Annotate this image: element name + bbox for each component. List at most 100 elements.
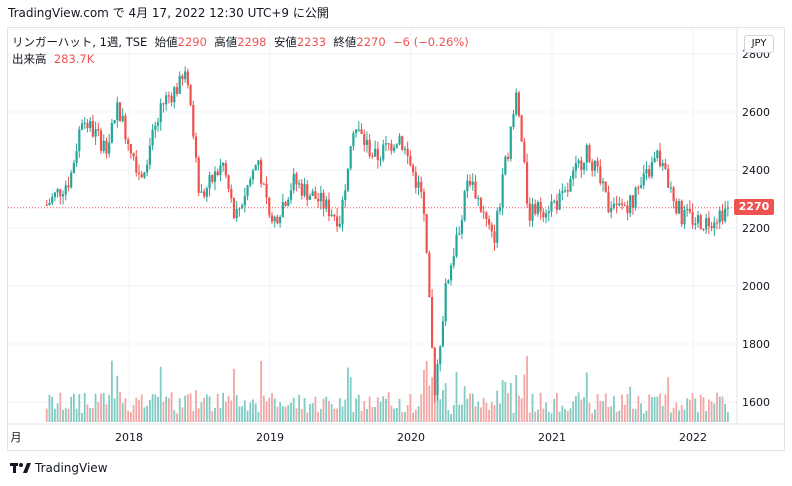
volume-bar [165, 396, 168, 422]
candle-body [452, 256, 455, 266]
volume-bar [325, 396, 328, 422]
candle-body [208, 174, 211, 189]
volume-bar [113, 398, 116, 422]
volume-bar [51, 396, 54, 422]
candle-body [75, 151, 78, 163]
volume-bar [699, 394, 702, 422]
candle-body [330, 214, 333, 217]
grid-lines [8, 28, 737, 424]
volume-bar [545, 402, 547, 422]
volume-bar [322, 398, 325, 422]
volume-bar [75, 408, 78, 422]
candle-body [580, 160, 583, 170]
time-tick-label: 2019 [256, 431, 284, 444]
candle-body [189, 84, 192, 106]
candle-body [132, 153, 135, 157]
volume-bar [556, 393, 558, 422]
candle-body [257, 160, 260, 166]
volume-bar [691, 393, 694, 422]
candle-body [599, 166, 602, 184]
candle-body [368, 139, 371, 156]
volume-bar [311, 403, 314, 422]
candle-body [447, 280, 450, 284]
candle-body [317, 198, 320, 202]
candle-body [705, 218, 708, 230]
footer-brand[interactable]: TradingView [10, 459, 108, 477]
candle-body [338, 223, 341, 227]
candle-body [458, 233, 461, 235]
candle-body [384, 143, 388, 145]
currency-button[interactable]: JPY [744, 35, 774, 53]
volume-bar [537, 409, 539, 422]
candle-body [631, 195, 634, 208]
candle-body [639, 185, 643, 188]
volume-bar [569, 408, 572, 422]
volume-bar [485, 402, 488, 422]
volume-bar [53, 408, 56, 422]
volume-bar [607, 406, 610, 422]
candle-body [165, 95, 168, 105]
candle-body [295, 173, 298, 185]
candle-body [91, 121, 94, 137]
publish-caption: TradingView.com で 4月 17, 2022 12:30 UTC+… [8, 6, 329, 20]
candle-body [691, 211, 694, 225]
volume-bar [132, 404, 135, 422]
volume-bar [623, 404, 626, 422]
volume-bar [661, 405, 664, 422]
candle-body [591, 161, 594, 171]
volume-bar [547, 412, 550, 422]
candle-body [411, 165, 415, 173]
volume-bar [306, 412, 309, 422]
candle-body [89, 121, 92, 129]
volume-bar [680, 405, 683, 422]
volume-bar [602, 401, 604, 422]
candle-body [539, 202, 542, 212]
candle-body [620, 203, 624, 205]
candle-body [471, 181, 474, 185]
candle-body [572, 170, 575, 179]
volume-bar [534, 411, 537, 422]
time-tick-label: 月 [11, 431, 22, 444]
volume-bar [349, 377, 352, 422]
candle-body [110, 122, 113, 143]
candle-body [287, 199, 290, 206]
candle-body [694, 223, 697, 225]
volume-bar [428, 385, 431, 422]
candle-body [409, 155, 412, 166]
candle-body [170, 95, 173, 103]
volume-bar [268, 397, 271, 422]
volume-bar [721, 396, 724, 422]
candle-body [349, 146, 352, 169]
candle-body [373, 148, 377, 157]
candle-body [197, 157, 200, 193]
candle-body [357, 129, 360, 131]
candle-body [102, 140, 105, 151]
volume-bar [265, 401, 268, 422]
candle-body [653, 158, 656, 163]
candle-body [683, 209, 686, 225]
volume-bar [566, 410, 569, 422]
volume-bar [599, 400, 602, 422]
volume-bar [444, 383, 447, 422]
candle-body [222, 163, 225, 166]
candle-body [379, 159, 382, 161]
volume-bar [583, 397, 585, 422]
volume-bar [246, 410, 249, 422]
candle-body [303, 184, 306, 196]
candle-body [235, 209, 238, 219]
candle-body [496, 210, 499, 243]
volume-bar [672, 407, 675, 422]
candle-body [341, 200, 344, 224]
candle-body [498, 207, 502, 211]
volume-bar [347, 367, 349, 422]
candle-body [512, 114, 515, 127]
volume-bar [461, 404, 463, 422]
candle-body [113, 120, 116, 123]
candle-body [523, 141, 526, 163]
volume-bar [675, 402, 678, 422]
candle-body [325, 199, 328, 209]
candle-body [623, 204, 626, 206]
high-value: 2298 [237, 35, 267, 49]
candle-body [162, 103, 165, 105]
